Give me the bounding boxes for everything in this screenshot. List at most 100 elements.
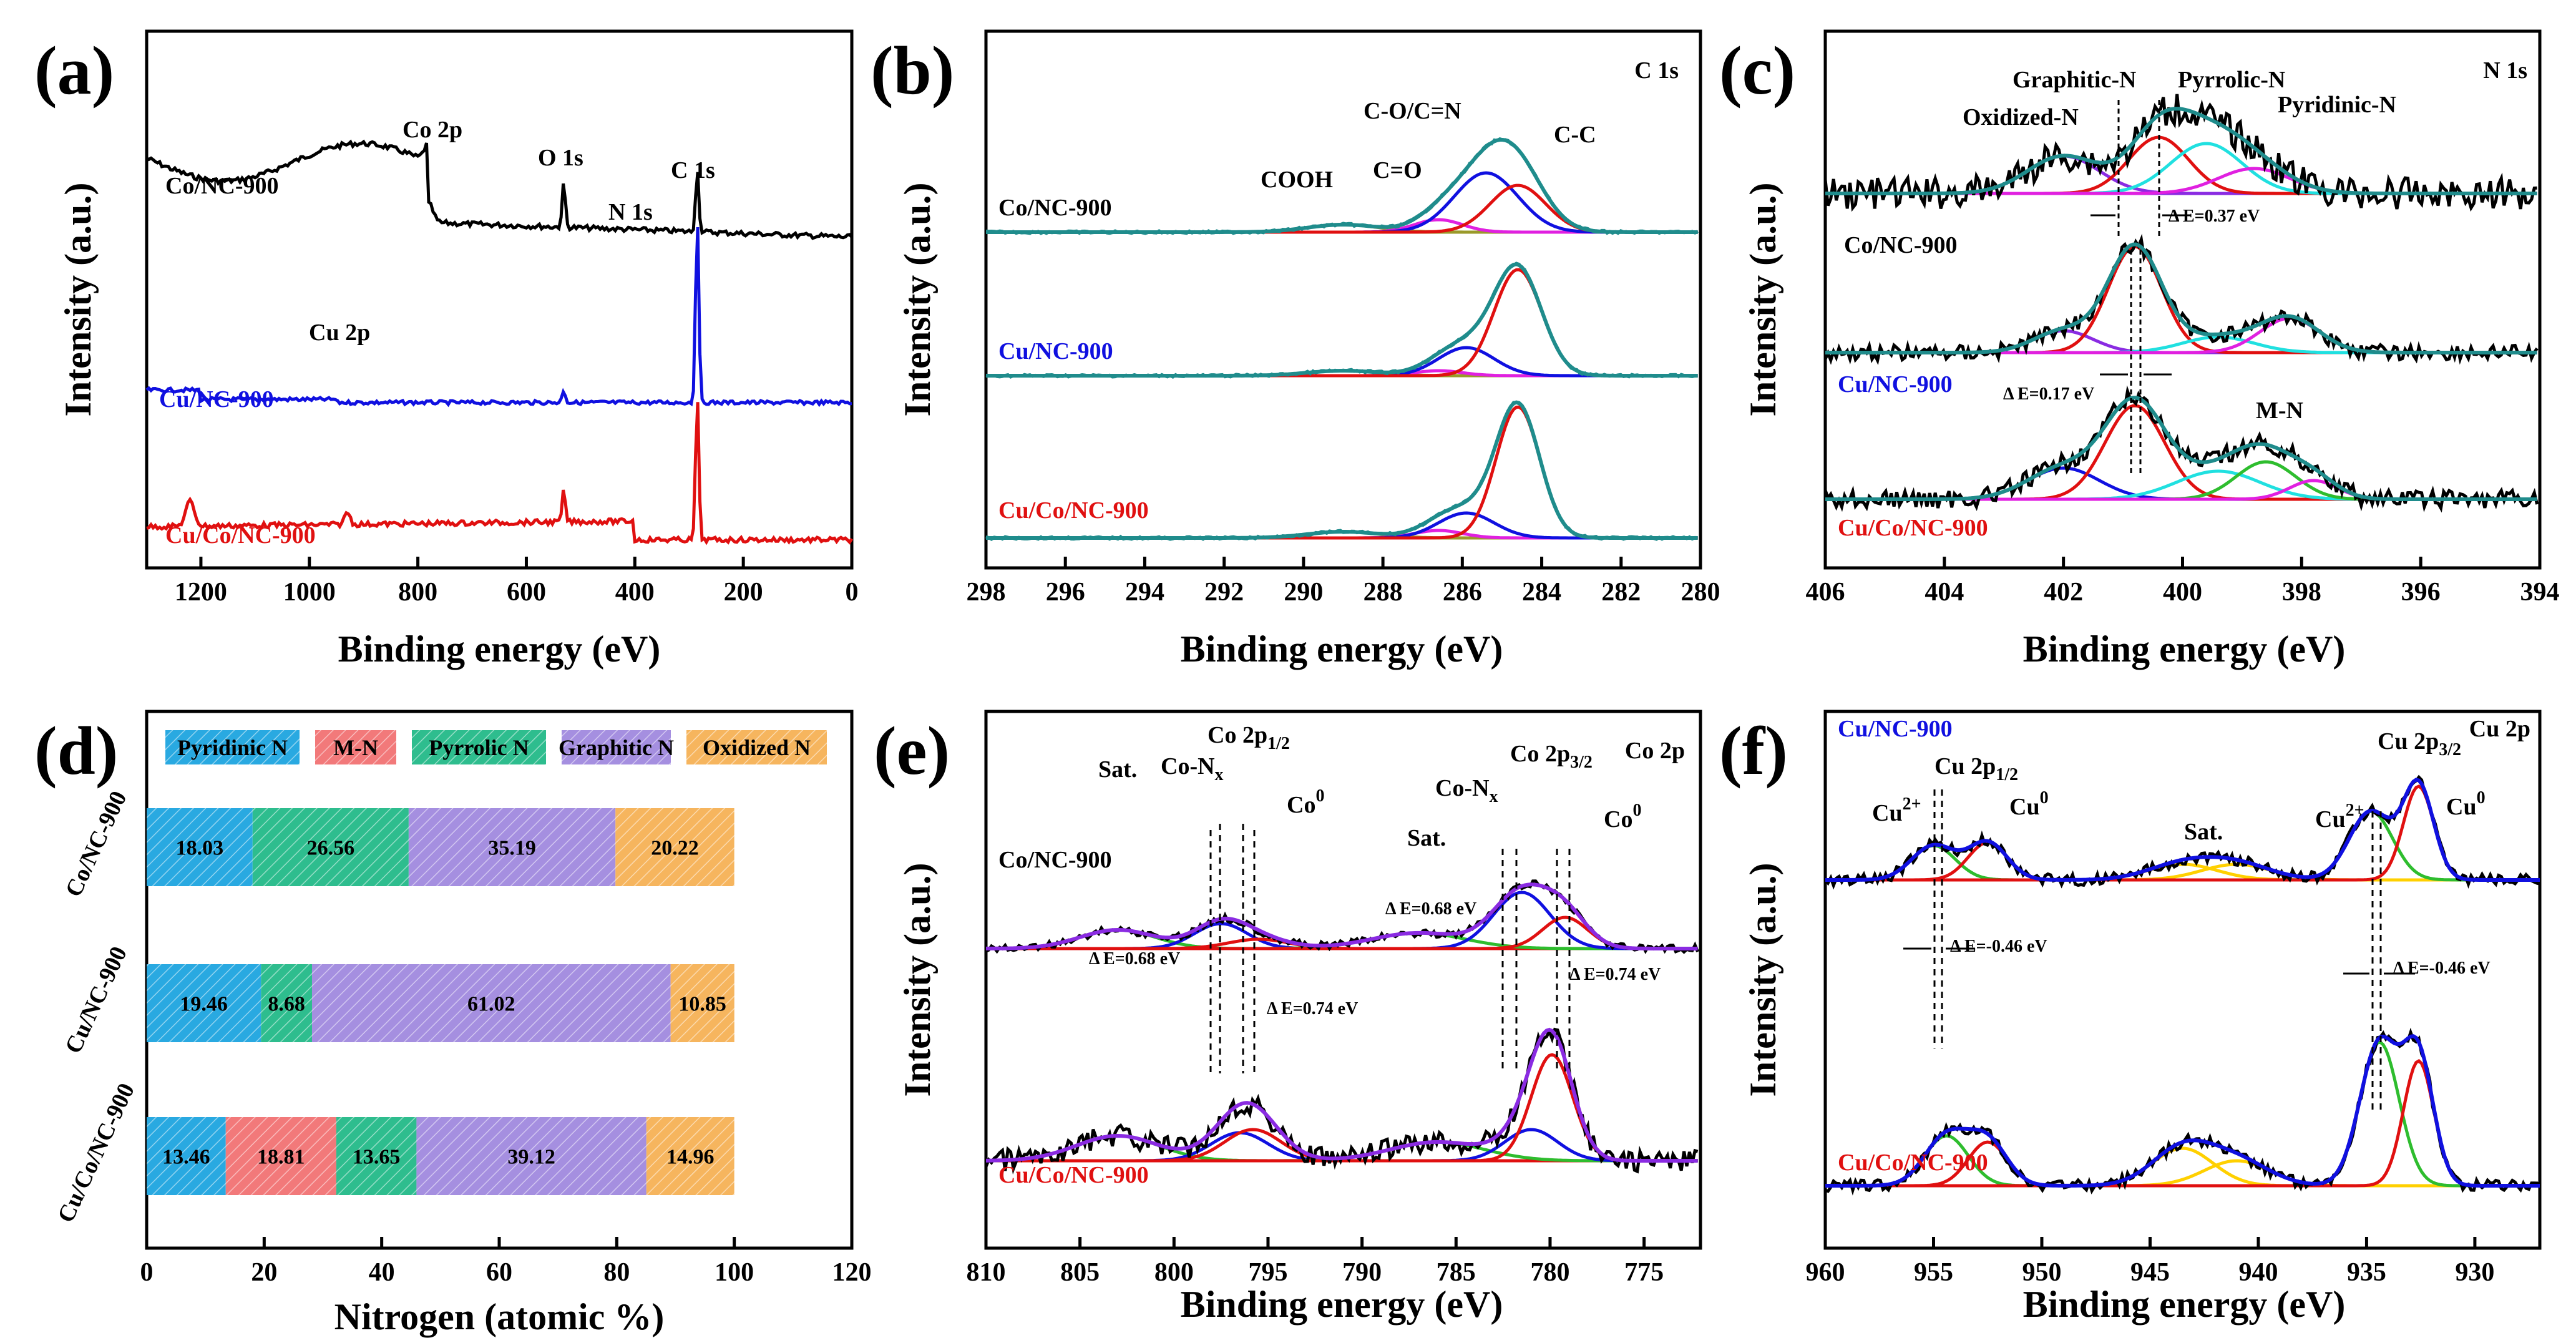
bar-value-label: 20.22 bbox=[651, 837, 699, 860]
panel-c-letter: (c) bbox=[1719, 32, 1795, 109]
panel-c-label-co-nc: Co/NC-900 bbox=[1844, 232, 1958, 258]
bar-segment bbox=[252, 808, 409, 886]
xtick-label: 940 bbox=[2238, 1258, 2278, 1287]
legend-swatch bbox=[412, 730, 546, 764]
xtick-label: 288 bbox=[1364, 578, 1403, 607]
panel-a-ann-n1s: N 1s bbox=[608, 199, 653, 225]
panel-c-label-cu-co-nc: Cu/Co/NC-900 bbox=[1838, 515, 1988, 541]
panel-f-ann-sat: Sat. bbox=[2184, 819, 2223, 845]
xtick-label: 80 bbox=[603, 1258, 630, 1287]
panel-f-label-cu-nc: Cu/NC-900 bbox=[1838, 716, 1953, 742]
panel-f-ann-cu2plus-1-sup: 2+ bbox=[1903, 794, 1921, 814]
envelope-fit bbox=[986, 138, 1698, 234]
panel-b-ylabel: Intensity (a.u.) bbox=[897, 182, 938, 416]
panel-a-frame bbox=[145, 29, 854, 570]
panel-c-ann-de-017: Δ E=0.17 eV bbox=[2003, 384, 2094, 404]
panel-e-ann-co2p12-sub: 1/2 bbox=[1267, 734, 1290, 753]
panel-f-ann-cu0-2-sup: 0 bbox=[2477, 788, 2486, 808]
bar-segment bbox=[147, 808, 253, 886]
xtick-label: 810 bbox=[967, 1258, 1006, 1287]
envelope-fit bbox=[1825, 778, 2540, 882]
category-label: Cu/NC-900 bbox=[60, 942, 132, 1057]
panel-e-ann-co2p32-sub: 3/2 bbox=[1570, 753, 1593, 772]
panel-b-label-cu-nc: Cu/NC-900 bbox=[998, 338, 1113, 364]
xtick-label: 406 bbox=[1806, 578, 1845, 607]
panel-a-label-co-nc: Co/NC-900 bbox=[165, 173, 279, 199]
panel-f-xticks: 960 955 950 945 940 935 930 bbox=[1806, 1237, 2494, 1287]
panel-e-ann-co2p32: Co 2p3/2 bbox=[1510, 741, 1593, 772]
panel-f-ann-cu2p32: Cu 2p3/2 bbox=[2378, 728, 2461, 759]
bar-value-label: 14.96 bbox=[666, 1146, 715, 1169]
panel-e-ann-co0-2-main: Co bbox=[1604, 806, 1632, 833]
raw-spectrum bbox=[985, 879, 1699, 954]
bar-value-label: 13.65 bbox=[353, 1146, 401, 1169]
panel-e-ann-co0-2: Co0 bbox=[1604, 801, 1641, 833]
panel-e-ann-de068a: Δ E=0.68 eV bbox=[1089, 949, 1180, 969]
panel-e-ann-de068b: Δ E=0.68 eV bbox=[1385, 899, 1476, 919]
panel-a-label-cu-co-nc: Cu/Co/NC-900 bbox=[165, 522, 316, 549]
panel-f-ann-cu2plus-1: Cu2+ bbox=[1872, 794, 1921, 826]
bar-value-label: 19.46 bbox=[180, 993, 228, 1016]
panel-c-xlabel: Binding energy (eV) bbox=[2023, 628, 2346, 670]
panel-f-frame bbox=[1823, 710, 2542, 1250]
xtick-label: 795 bbox=[1248, 1258, 1287, 1287]
xtick-label: 790 bbox=[1342, 1258, 1382, 1287]
panel-f-ann-cu0-1: Cu0 bbox=[2009, 788, 2049, 820]
panel-a-letter: (a) bbox=[34, 32, 114, 109]
panel-e-ann-de074b: Δ E=0.74 eV bbox=[1569, 965, 1661, 984]
bar-value-label: 26.56 bbox=[307, 837, 355, 860]
panel-e-label-cu-co-nc: Cu/Co/NC-900 bbox=[998, 1162, 1149, 1188]
panel-f-ann-cu2plus-2-sup: 2+ bbox=[2346, 801, 2364, 820]
xtick-label: 785 bbox=[1437, 1258, 1476, 1287]
xtick-label: 805 bbox=[1060, 1258, 1100, 1287]
xtick-label: 282 bbox=[1601, 578, 1641, 607]
panel-f-ann-cu0-2-main: Cu bbox=[2446, 794, 2477, 820]
panel-f-ann-cu2p12: Cu 2p1/2 bbox=[1934, 753, 2018, 784]
fit-component bbox=[1825, 329, 2537, 354]
panel-f-label-cu-co-nc: Cu/Co/NC-900 bbox=[1838, 1150, 1988, 1176]
raw-spectrum bbox=[984, 1027, 1699, 1175]
panel-f-ann-de-1: Δ E=-0.46 eV bbox=[1950, 937, 2047, 956]
panel-c-ann-oxidized: Oxidized-N bbox=[1963, 104, 2079, 130]
bar-segment bbox=[147, 964, 261, 1042]
panel-f-ann-cu2p12-main: Cu 2p bbox=[1934, 753, 1996, 779]
panel-b-corner: C 1s bbox=[1634, 57, 1679, 84]
envelope-fit bbox=[1825, 107, 2537, 195]
bar-value-label: 18.81 bbox=[257, 1146, 305, 1169]
panel-b-fits bbox=[985, 137, 1699, 541]
bar-segment bbox=[615, 808, 734, 886]
panel-a-series-co-nc bbox=[145, 139, 853, 240]
legend-swatch bbox=[562, 730, 671, 764]
xtick-label: 404 bbox=[1925, 578, 1964, 607]
panel-a: (a) Intensity (a.u.) Binding energy (eV)… bbox=[34, 29, 859, 670]
fit-component bbox=[1825, 316, 2537, 354]
panel-a-label-cu-nc: Cu/NC-900 bbox=[159, 386, 274, 413]
xtick-label: 0 bbox=[140, 1258, 154, 1287]
panel-a-ann-o1s: O 1s bbox=[538, 145, 583, 171]
panel-d-xlabel: Nitrogen (atomic %) bbox=[334, 1296, 665, 1337]
fit-component bbox=[1825, 1058, 2540, 1188]
panel-c-ann-graphitic: Graphitic-N bbox=[2012, 67, 2136, 93]
xtick-label: 400 bbox=[615, 578, 655, 607]
legend-swatch bbox=[686, 730, 827, 764]
bar-segment bbox=[336, 1117, 417, 1195]
envelope-fit bbox=[1825, 242, 2537, 354]
panel-e-ann-co0-1-sup: 0 bbox=[1315, 786, 1324, 806]
legend-swatch bbox=[165, 730, 300, 764]
panel-a-ann-co2p: Co 2p bbox=[402, 117, 462, 143]
panel-f-ann-de-2: Δ E=-0.46 eV bbox=[2393, 959, 2491, 978]
xtick-label: 935 bbox=[2347, 1258, 2386, 1287]
xtick-label: 400 bbox=[2163, 578, 2202, 607]
panel-f-ann-cu0-1-sup: 0 bbox=[2040, 788, 2049, 808]
panel-e-ann-conx2-sub: x bbox=[1490, 787, 1498, 806]
xtick-label: 0 bbox=[846, 578, 859, 607]
legend-swatch bbox=[315, 730, 396, 764]
panel-e-ann-de074a: Δ E=0.74 eV bbox=[1267, 999, 1358, 1018]
panel-f-ann-cu2p12-sub: 1/2 bbox=[1996, 765, 2018, 784]
panel-a-series-cu-co-nc bbox=[146, 402, 854, 545]
envelope-fit bbox=[1825, 396, 2537, 501]
panel-f-ann-cu2plus-2: Cu2+ bbox=[2315, 801, 2364, 833]
xtick-label: 800 bbox=[398, 578, 437, 607]
panel-e-ann-conx2-main: Co-N bbox=[1435, 775, 1490, 801]
legend-label: Pyridinic N bbox=[177, 735, 288, 760]
